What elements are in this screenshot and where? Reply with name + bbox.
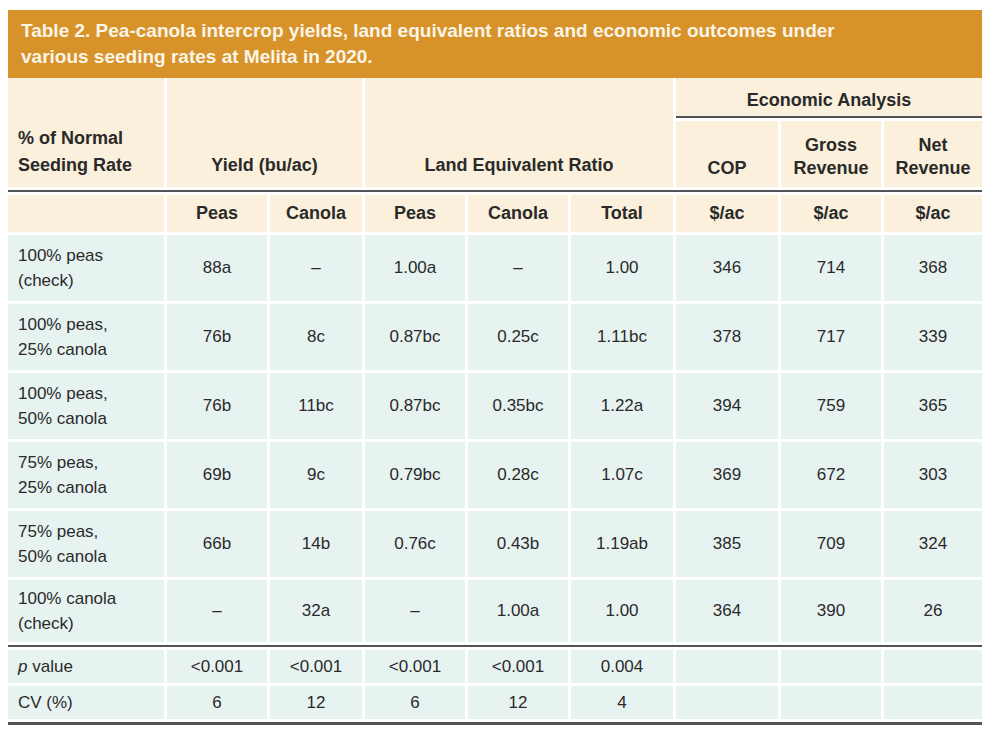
data-cell: <0.001	[270, 650, 362, 683]
row-label: 100% peas (check)	[8, 235, 164, 301]
subheader-cell: Canola	[468, 195, 568, 232]
data-cell: 369	[676, 442, 778, 508]
data-cell: 69b	[167, 442, 267, 508]
data-cell	[676, 686, 778, 719]
row-label-p-value: p value	[8, 650, 164, 683]
data-cell: 368	[884, 235, 982, 301]
data-cell: 14b	[270, 511, 362, 577]
data-cell: 0.35bc	[468, 373, 568, 439]
stats-divider-rule	[8, 645, 982, 647]
subheader-cell: $/ac	[884, 195, 982, 232]
data-cell: –	[270, 235, 362, 301]
data-cell: 26	[884, 580, 982, 642]
page: Table 2. Pea-canola intercrop yields, la…	[0, 0, 990, 732]
data-cell	[884, 686, 982, 719]
data-cell: 390	[781, 580, 881, 642]
data-cell: 1.22a	[571, 373, 673, 439]
data-cell: 6	[365, 686, 465, 719]
subheader-cell: Canola	[270, 195, 362, 232]
header-cell-economic-group: Economic Analysis	[676, 78, 982, 118]
data-table: % of Normal Seeding Rate Yield (bu/ac) L…	[8, 78, 982, 725]
data-cell: 0.87bc	[365, 373, 465, 439]
data-cell: 12	[468, 686, 568, 719]
data-cell: 339	[884, 304, 982, 370]
data-cell: 394	[676, 373, 778, 439]
data-cell: 0.79bc	[365, 442, 465, 508]
data-cell	[781, 650, 881, 683]
data-cell: 714	[781, 235, 881, 301]
data-cell: 1.00	[571, 580, 673, 642]
data-cell: 365	[884, 373, 982, 439]
header-cell-gross-revenue: Gross Revenue	[781, 121, 881, 187]
data-cell: 1.00a	[365, 235, 465, 301]
subheader-cell: Total	[571, 195, 673, 232]
data-cell: 385	[676, 511, 778, 577]
data-cell: 32a	[270, 580, 362, 642]
row-label: 100% peas, 50% canola	[8, 373, 164, 439]
data-cell: 76b	[167, 373, 267, 439]
p-value-label: p value	[18, 654, 73, 680]
data-cell: 717	[781, 304, 881, 370]
data-cell: 759	[781, 373, 881, 439]
data-cell: 1.07c	[571, 442, 673, 508]
data-cell: 8c	[270, 304, 362, 370]
data-cell: 324	[884, 511, 982, 577]
table-bottom-rule	[8, 722, 982, 725]
subheader-cell: Peas	[365, 195, 465, 232]
data-cell: 378	[676, 304, 778, 370]
data-cell: 1.00	[571, 235, 673, 301]
subheader-cell: $/ac	[781, 195, 881, 232]
header-cell-yield-group: Yield (bu/ac)	[167, 78, 362, 187]
data-cell: 0.43b	[468, 511, 568, 577]
data-cell	[781, 686, 881, 719]
data-cell: –	[365, 580, 465, 642]
data-cell: 6	[167, 686, 267, 719]
table-title: Table 2. Pea-canola intercrop yields, la…	[8, 10, 982, 78]
data-cell: 1.19ab	[571, 511, 673, 577]
row-label: 100% canola (check)	[8, 580, 164, 642]
data-cell: 303	[884, 442, 982, 508]
header-cell-ler-group: Land Equivalent Ratio	[365, 78, 673, 187]
data-cell: 0.004	[571, 650, 673, 683]
data-cell: 0.87bc	[365, 304, 465, 370]
row-label: 75% peas, 25% canola	[8, 442, 164, 508]
subheader-cell: $/ac	[676, 195, 778, 232]
data-cell: 76b	[167, 304, 267, 370]
data-cell: <0.001	[468, 650, 568, 683]
data-cell: 0.25c	[468, 304, 568, 370]
row-label: 100% peas, 25% canola	[8, 304, 164, 370]
header-cell-net-revenue: Net Revenue	[884, 121, 982, 187]
data-cell: 346	[676, 235, 778, 301]
subheader-cell-blank	[8, 195, 164, 232]
row-label-cv: CV (%)	[8, 686, 164, 719]
subheader-cell: Peas	[167, 195, 267, 232]
data-cell: –	[167, 580, 267, 642]
data-cell: 12	[270, 686, 362, 719]
data-cell: 88a	[167, 235, 267, 301]
header-cell-seeding-rate: % of Normal Seeding Rate	[8, 78, 164, 187]
data-cell	[676, 650, 778, 683]
data-cell: 0.76c	[365, 511, 465, 577]
cv-label: CV (%)	[18, 690, 73, 716]
data-cell: 9c	[270, 442, 362, 508]
data-cell: 672	[781, 442, 881, 508]
data-cell: <0.001	[365, 650, 465, 683]
header-cell-cop: COP	[676, 121, 778, 187]
data-cell: 1.00a	[468, 580, 568, 642]
data-cell	[884, 650, 982, 683]
data-cell: –	[468, 235, 568, 301]
data-cell: 11bc	[270, 373, 362, 439]
data-cell: <0.001	[167, 650, 267, 683]
data-cell: 364	[676, 580, 778, 642]
data-cell: 4	[571, 686, 673, 719]
data-cell: 0.28c	[468, 442, 568, 508]
data-cell: 709	[781, 511, 881, 577]
data-cell: 1.11bc	[571, 304, 673, 370]
row-label: 75% peas, 50% canola	[8, 511, 164, 577]
header-divider-rule	[8, 190, 982, 192]
data-cell: 66b	[167, 511, 267, 577]
